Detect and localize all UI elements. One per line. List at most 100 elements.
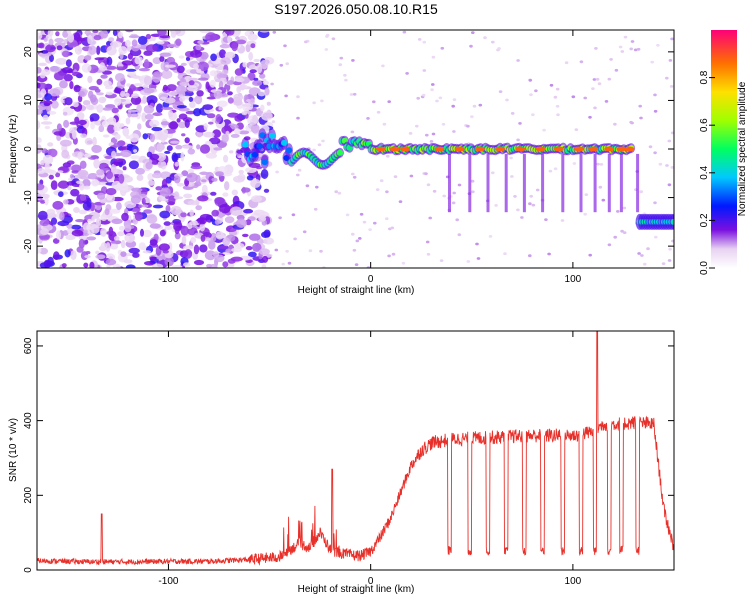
noise-blob [134,56,141,65]
speckle [376,110,381,114]
noise-blob [84,137,94,146]
speckle [291,213,296,217]
speckle [457,233,462,237]
speckle [471,31,475,34]
speckle [451,104,456,108]
noise-blob [38,62,47,67]
noise-blob [37,183,45,191]
noise-blob [115,87,122,94]
noise-blob [178,113,188,120]
speckle [520,216,524,219]
noise-blob [197,40,204,45]
noise-blob [195,44,202,51]
speckle [633,48,638,52]
speckle [304,40,308,44]
noise-blob [263,229,271,238]
speckle [435,99,439,103]
noise-blob [204,250,216,261]
noise-blob [156,41,165,45]
noise-blob [226,80,234,85]
noise-blob [168,110,174,118]
noise-blob [130,113,139,118]
speckle [607,243,612,247]
noise-blob [200,51,209,60]
noise-blob [161,106,174,110]
speckle [452,130,456,133]
noise-blob [147,180,155,186]
noise-blob [229,150,234,154]
noise-blob [196,90,204,97]
y-tick-label: -20 [23,238,34,253]
noise-blob [211,209,219,217]
noise-blob [168,242,173,252]
speckle [352,175,357,179]
trace-streak [468,153,472,213]
speckle [358,237,362,240]
noise-blob [46,111,57,115]
spectrogram-x-label: Height of straight line (km) [298,285,415,296]
speckle [656,43,660,47]
noise-blob [260,59,269,70]
noise-blob [152,263,164,268]
noise-blob [107,117,117,125]
speckle [547,252,551,256]
noise-blob [142,204,149,208]
speckle [509,156,513,160]
trace-cell [256,143,263,149]
noise-blob [243,208,254,214]
noise-blob [209,79,216,88]
noise-blob [104,155,113,159]
noise-blob [129,234,136,241]
speckle [491,171,495,175]
noise-blob [113,236,120,241]
noise-blob [122,166,127,171]
trace-core [588,146,599,152]
noise-blob [132,252,140,258]
speckle [516,59,520,62]
noise-blob [159,187,171,197]
noise-blob [126,83,131,87]
noise-blob [133,149,138,153]
speckle [452,191,457,195]
noise-blob [149,119,160,128]
noise-blob [152,57,162,65]
speckle [613,122,617,126]
noise-blob [115,73,125,82]
noise-blob [92,30,99,34]
speckle [431,55,436,59]
speckle [518,122,522,125]
noise-blob [59,59,64,65]
y-tick-label: 0 [23,567,34,573]
noise-blob [67,33,75,43]
noise-blob [140,228,144,237]
speckle [470,179,475,183]
noise-blob [186,85,198,92]
y-tick-label: 400 [23,412,34,429]
speckle [639,116,643,120]
noise-blob [118,173,125,184]
noise-blob [40,228,49,235]
noise-blob [48,38,54,46]
noise-blob [37,137,42,144]
noise-blob [215,171,224,177]
noise-blob [67,186,72,191]
speckle [528,78,533,82]
noise-blob [65,59,72,68]
noise-blob [95,250,100,255]
speckle [531,113,535,117]
noise-blob [100,214,108,221]
speckle [636,47,641,51]
noise-blob [89,113,100,122]
noise-blob [196,144,201,150]
noise-blob [160,134,166,144]
noise-blob [164,256,174,267]
noise-blob [44,162,50,173]
noise-blob [205,152,218,159]
noise-blob [66,69,76,74]
noise-blob [130,75,141,79]
noise-blob [173,175,181,184]
noise-blob [164,225,173,230]
snr-panel: -100 0 100 0 200 400 600 Height of straight li… [8,330,675,595]
noise-blob [103,80,112,87]
speckle [667,183,672,187]
